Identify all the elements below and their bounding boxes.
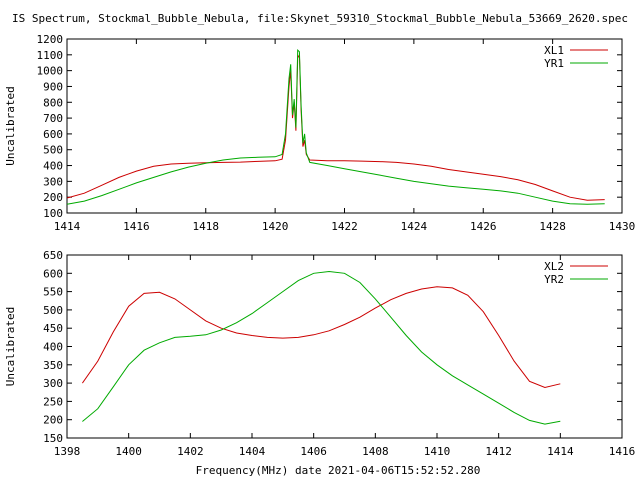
x-tick-label: 1426 bbox=[470, 220, 497, 233]
y-tick-label: 500 bbox=[43, 144, 63, 157]
series-line-xl2 bbox=[81, 286, 561, 389]
y-tick-label: 250 bbox=[43, 395, 63, 408]
y-tick-label: 500 bbox=[43, 304, 63, 317]
y-tick-label: 900 bbox=[43, 80, 63, 93]
y-axis-label: Uncalibrated bbox=[4, 307, 17, 386]
x-tick-label: 1400 bbox=[115, 445, 142, 458]
top-spectrum-panel: 1414 1416 1418 1420 1422 1424 1426 1428 1430 100 2… bbox=[4, 33, 635, 233]
y-tick-label: 200 bbox=[43, 414, 63, 427]
x-tick-label: 1424 bbox=[401, 220, 428, 233]
legend-label-xl2: XL2 bbox=[544, 260, 564, 273]
x-tick-label: 1414 bbox=[547, 445, 574, 458]
series-line-yr1 bbox=[66, 48, 605, 205]
legend-label-xl1: XL1 bbox=[544, 44, 564, 57]
y-tick-label: 300 bbox=[43, 175, 63, 188]
x-tick-label: 1430 bbox=[609, 220, 636, 233]
x-tick-label: 1398 bbox=[54, 445, 81, 458]
y-tick-label: 700 bbox=[43, 112, 63, 125]
x-tick-label: 1414 bbox=[54, 220, 81, 233]
y-tick-label: 550 bbox=[43, 286, 63, 299]
figure-title: IS Spectrum, Stockmal_Bubble_Nebula, fil… bbox=[12, 12, 628, 25]
y-tick-label: 450 bbox=[43, 322, 63, 335]
y-tick-label: 400 bbox=[43, 341, 63, 354]
x-tick-label: 1410 bbox=[424, 445, 451, 458]
legend-label-yr2: YR2 bbox=[544, 273, 564, 286]
y-tick-label: 600 bbox=[43, 128, 63, 141]
y-tick-label: 1000 bbox=[37, 65, 64, 78]
legend-label-yr1: YR1 bbox=[544, 57, 564, 70]
series-line-yr2 bbox=[82, 270, 561, 425]
x-tick-label: 1416 bbox=[123, 220, 150, 233]
y-tick-label: 300 bbox=[43, 377, 63, 390]
series-line-xl1 bbox=[66, 52, 605, 201]
y-tick-label: 400 bbox=[43, 160, 63, 173]
bottom-spectrum-panel: 1398 1400 1402 1404 1406 1408 1410 1412 1414 1416… bbox=[4, 249, 635, 458]
x-axis-label: Frequency(MHz) date 2021-04-06T15:52:52.… bbox=[196, 464, 481, 477]
x-tick-label: 1408 bbox=[362, 445, 389, 458]
x-tick-label: 1418 bbox=[193, 220, 220, 233]
y-tick-label: 200 bbox=[43, 191, 63, 204]
x-tick-label: 1406 bbox=[300, 445, 327, 458]
y-tick-label: 150 bbox=[43, 432, 63, 445]
x-tick-label: 1412 bbox=[485, 445, 512, 458]
x-tick-label: 1402 bbox=[177, 445, 204, 458]
plot-frame bbox=[66, 38, 623, 214]
x-tick-label: 1428 bbox=[539, 220, 566, 233]
x-tick-label: 1416 bbox=[609, 445, 636, 458]
y-tick-label: 100 bbox=[43, 207, 63, 220]
x-tick-label: 1420 bbox=[262, 220, 289, 233]
y-tick-label: 1200 bbox=[37, 33, 64, 46]
y-axis-label: Uncalibrated bbox=[4, 86, 17, 165]
y-tick-label: 600 bbox=[43, 267, 63, 280]
x-tick-label: 1422 bbox=[331, 220, 358, 233]
y-tick-label: 1100 bbox=[37, 49, 64, 62]
plot-frame bbox=[66, 254, 623, 439]
x-tick-label: 1404 bbox=[239, 445, 266, 458]
y-tick-label: 350 bbox=[43, 359, 63, 372]
y-tick-label: 800 bbox=[43, 96, 63, 109]
y-tick-label: 650 bbox=[43, 249, 63, 262]
